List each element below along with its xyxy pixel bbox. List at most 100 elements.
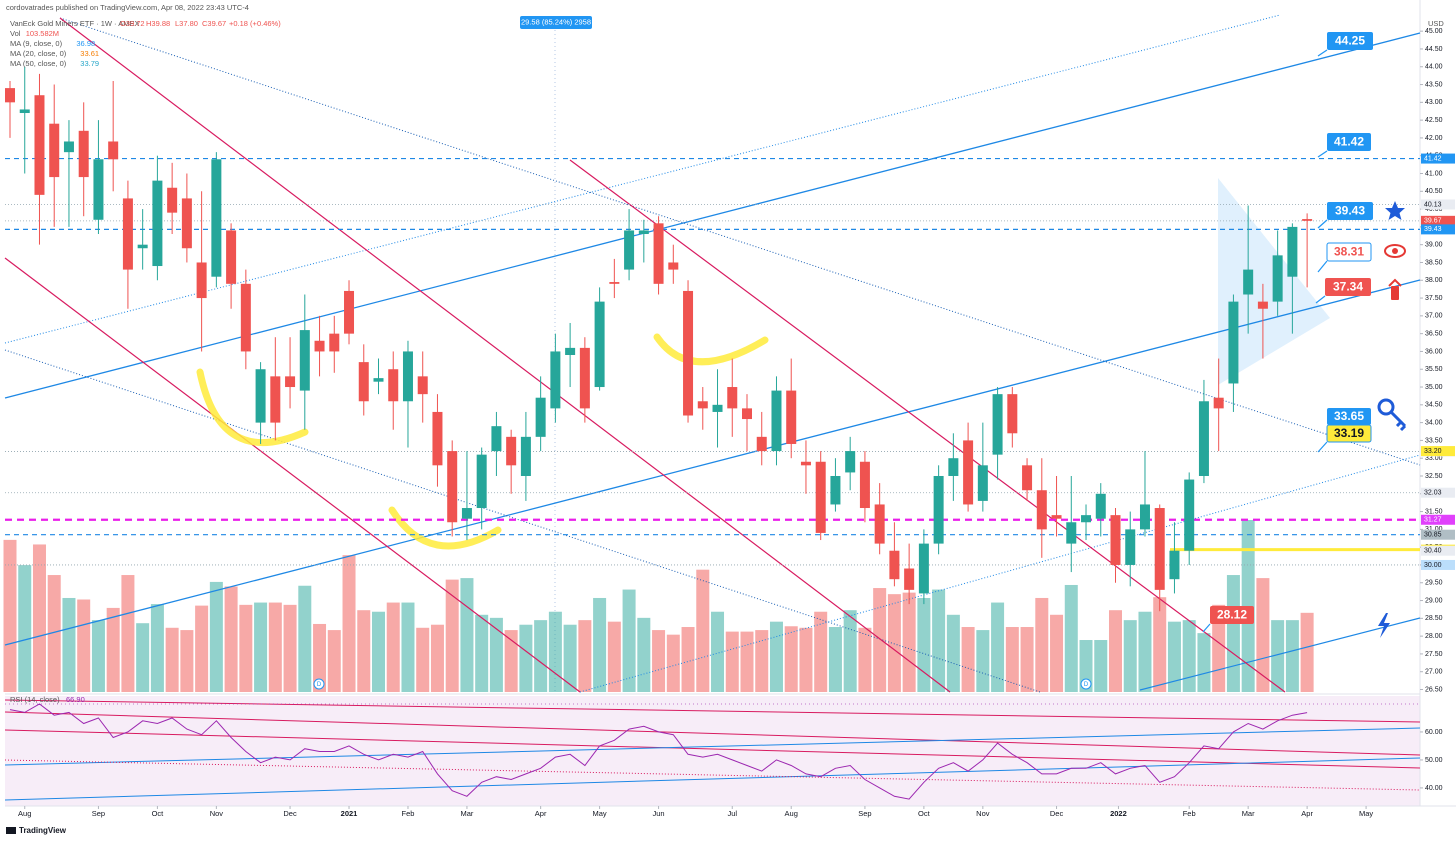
key-shaft: [1389, 410, 1407, 432]
channel-line: [4, 257, 581, 693]
candle-body: [226, 230, 237, 284]
candle-body: [491, 426, 502, 452]
volume-bar: [1079, 640, 1093, 692]
y-tick-label: 35.50: [1425, 366, 1443, 373]
volume-bar: [1256, 578, 1270, 692]
callout-box: [1327, 202, 1373, 220]
candle-body: [270, 376, 281, 423]
candle-body: [314, 340, 325, 352]
y-tick-label: 37.50: [1425, 295, 1443, 302]
x-tick-label: 2022: [1110, 809, 1127, 818]
volume-bar: [740, 631, 754, 692]
rsi-tick-label: 40.00: [1425, 785, 1443, 792]
y-tick-label: 33.00: [1425, 455, 1443, 462]
volume-bar: [1020, 627, 1034, 692]
y-tick-label: 37.00: [1425, 313, 1443, 320]
x-tick-label: Apr: [535, 809, 547, 818]
candle-body: [211, 159, 222, 277]
candles: [5, 66, 1313, 612]
price-label: 30.85: [1424, 532, 1442, 539]
candle-body: [388, 369, 399, 402]
volume-bar: [121, 575, 135, 692]
rsi-line: [4, 759, 1421, 791]
candle-body: [830, 475, 841, 505]
volume-bar: [578, 620, 592, 692]
candle-body: [1184, 479, 1195, 551]
volume-bar: [593, 597, 607, 692]
volume-bar: [799, 627, 813, 692]
candle-body: [108, 141, 119, 160]
candle-body: [683, 290, 694, 416]
volume-bar: [460, 578, 474, 692]
x-tick-label: Dec: [1050, 809, 1064, 818]
dividend-label: D: [317, 682, 322, 688]
candle-body: [520, 436, 531, 476]
candle-body: [63, 141, 74, 153]
candle-body: [1036, 490, 1047, 530]
candle-body: [299, 330, 310, 391]
x-tick-label: Jul: [727, 809, 737, 818]
dividend-label: D: [1084, 682, 1089, 688]
connector: [1317, 219, 1328, 229]
volume-bar: [136, 623, 150, 692]
callout-label: 28.12: [1217, 608, 1247, 622]
ohlc-high: H39.88: [146, 19, 170, 28]
ohlc-change: +0.18 (+0.46%): [229, 19, 281, 28]
connector: [1315, 295, 1326, 304]
volume-bar: [1123, 620, 1137, 692]
volume-bar: [77, 599, 91, 692]
volume-bar: [106, 607, 120, 692]
candle-body: [285, 376, 296, 388]
volume-bar: [1182, 620, 1196, 692]
candle-body: [122, 198, 133, 270]
volume-bar: [755, 630, 769, 692]
volume-bar: [681, 627, 695, 692]
y-tick-label: 27.50: [1425, 651, 1443, 658]
rsi-pane: [5, 696, 1420, 806]
volume-bar: [32, 544, 46, 692]
price-label: 30.00: [1424, 562, 1442, 569]
callout-label: 37.34: [1333, 280, 1363, 294]
measure-label: 29.58 (85.24%) 2958: [521, 17, 591, 26]
callout-label: 41.42: [1334, 135, 1364, 149]
candle-body: [329, 333, 340, 352]
candle-body: [815, 461, 826, 533]
x-tick-label: Sep: [858, 809, 871, 818]
candle-body: [535, 397, 546, 437]
candle-body: [1198, 401, 1209, 476]
y-tick-label: 44.00: [1425, 64, 1443, 71]
candle-body: [1125, 529, 1136, 565]
y-tick-label: 27.00: [1425, 669, 1443, 676]
axis-unit: USD: [1428, 19, 1444, 28]
volume-bar: [1094, 640, 1108, 692]
rsi-legend-value: 66.90: [66, 695, 85, 704]
price-label: 39.43: [1424, 226, 1442, 233]
volume-bar: [1167, 621, 1181, 692]
candle-body: [1081, 515, 1092, 523]
candle-body: [933, 475, 944, 544]
candle-body: [49, 123, 60, 178]
candle-body: [638, 230, 649, 235]
candle-body: [93, 159, 104, 220]
legend-name: MA (20, close, 0): [10, 49, 67, 58]
legend-value: 33.79: [80, 59, 99, 68]
volume-bar: [1109, 610, 1122, 692]
candle-body: [579, 347, 590, 409]
candle-body: [712, 404, 723, 412]
y-tick-label: 43.50: [1425, 81, 1443, 88]
volume-bar: [489, 617, 503, 692]
volume-bar: [475, 614, 489, 692]
candle-body: [1169, 550, 1180, 580]
legend-value: 103.582M: [26, 29, 59, 38]
candle-body: [240, 283, 251, 352]
volume-bar: [519, 624, 533, 692]
volume-bar: [828, 627, 842, 692]
brand-logo: [6, 827, 16, 834]
rsi-legend: RSI (14, close): [10, 695, 60, 704]
callout-label: 33.19: [1334, 426, 1364, 440]
eye-pupil: [1392, 248, 1398, 254]
connector: [1202, 623, 1211, 633]
y-tick-label: 38.00: [1425, 277, 1443, 284]
callout-box: [1326, 242, 1372, 262]
volume-bar: [62, 597, 76, 692]
